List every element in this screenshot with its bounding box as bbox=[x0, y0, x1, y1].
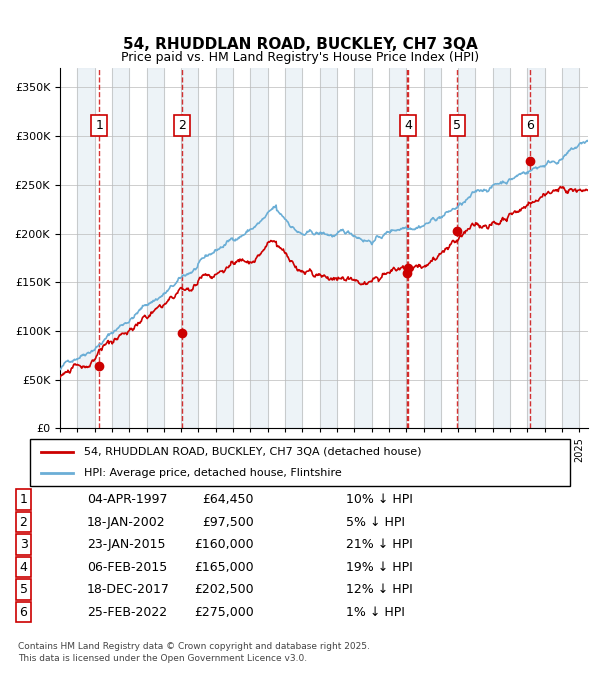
Text: 5: 5 bbox=[454, 119, 461, 132]
54, RHUDDLAN ROAD, BUCKLEY, CH7 3QA (detached house) bbox=[393, 267, 400, 275]
Text: 10% ↓ HPI: 10% ↓ HPI bbox=[346, 493, 413, 506]
Text: 54, RHUDDLAN ROAD, BUCKLEY, CH7 3QA (detached house): 54, RHUDDLAN ROAD, BUCKLEY, CH7 3QA (det… bbox=[84, 447, 421, 457]
Bar bbox=[216, 68, 233, 428]
54, RHUDDLAN ROAD, BUCKLEY, CH7 3QA (detached house) bbox=[377, 275, 384, 283]
Bar bbox=[389, 68, 406, 428]
Bar bbox=[493, 68, 510, 428]
Bar bbox=[77, 68, 95, 428]
Text: £160,000: £160,000 bbox=[194, 538, 254, 551]
Text: 4: 4 bbox=[404, 119, 412, 132]
Text: 04-APR-1997: 04-APR-1997 bbox=[87, 493, 167, 506]
Text: 18-JAN-2002: 18-JAN-2002 bbox=[87, 515, 166, 528]
Bar bbox=[354, 68, 371, 428]
Text: 2: 2 bbox=[20, 515, 28, 528]
Text: 4: 4 bbox=[20, 561, 28, 574]
Text: 25-FEB-2022: 25-FEB-2022 bbox=[87, 606, 167, 619]
Text: Price paid vs. HM Land Registry's House Price Index (HPI): Price paid vs. HM Land Registry's House … bbox=[121, 51, 479, 65]
HPI: Average price, detached house, Flintshire: (2e+03, 6.04e+04): Average price, detached house, Flintshir… bbox=[56, 365, 64, 373]
HPI: Average price, detached house, Flintshire: (2.03e+03, 2.96e+05): Average price, detached house, Flintshir… bbox=[584, 137, 591, 145]
Text: 19% ↓ HPI: 19% ↓ HPI bbox=[346, 561, 413, 574]
Text: 1% ↓ HPI: 1% ↓ HPI bbox=[346, 606, 405, 619]
HPI: Average price, detached house, Flintshire: (2.03e+03, 2.95e+05): Average price, detached house, Flintshir… bbox=[584, 137, 592, 146]
54, RHUDDLAN ROAD, BUCKLEY, CH7 3QA (detached house) bbox=[557, 182, 564, 190]
HPI: Average price, detached house, Flintshire: (2.01e+03, 2.03e+05): Average price, detached house, Flintshir… bbox=[393, 226, 400, 235]
Text: £165,000: £165,000 bbox=[194, 561, 254, 574]
Text: 21% ↓ HPI: 21% ↓ HPI bbox=[346, 538, 413, 551]
Text: 3: 3 bbox=[20, 538, 28, 551]
Bar bbox=[112, 68, 129, 428]
HPI: Average price, detached house, Flintshire: (2.02e+03, 2.31e+05): Average price, detached house, Flintshir… bbox=[457, 199, 464, 207]
Text: 6: 6 bbox=[20, 606, 28, 619]
Text: 18-DEC-2017: 18-DEC-2017 bbox=[87, 583, 170, 596]
Text: 5: 5 bbox=[20, 583, 28, 596]
Bar bbox=[146, 68, 164, 428]
54, RHUDDLAN ROAD, BUCKLEY, CH7 3QA (detached house) bbox=[511, 207, 518, 215]
Text: 12% ↓ HPI: 12% ↓ HPI bbox=[346, 583, 413, 596]
Text: This data is licensed under the Open Government Licence v3.0.: This data is licensed under the Open Gov… bbox=[18, 654, 307, 663]
Text: 5% ↓ HPI: 5% ↓ HPI bbox=[346, 515, 405, 528]
Text: 2: 2 bbox=[178, 119, 186, 132]
HPI: Average price, detached house, Flintshire: (2e+03, 7.9e+04): Average price, detached house, Flintshir… bbox=[89, 347, 96, 356]
54, RHUDDLAN ROAD, BUCKLEY, CH7 3QA (detached house) bbox=[363, 279, 370, 288]
Text: Contains HM Land Registry data © Crown copyright and database right 2025.: Contains HM Land Registry data © Crown c… bbox=[18, 643, 370, 651]
Text: 6: 6 bbox=[526, 119, 534, 132]
Bar bbox=[424, 68, 441, 428]
Bar bbox=[181, 68, 199, 428]
Text: £64,450: £64,450 bbox=[202, 493, 254, 506]
Bar bbox=[285, 68, 302, 428]
54, RHUDDLAN ROAD, BUCKLEY, CH7 3QA (detached house) bbox=[457, 231, 464, 239]
54, RHUDDLAN ROAD, BUCKLEY, CH7 3QA (detached house) bbox=[89, 356, 96, 364]
HPI: Average price, detached house, Flintshire: (2.01e+03, 1.96e+05): Average price, detached house, Flintshir… bbox=[377, 234, 384, 242]
Bar bbox=[458, 68, 475, 428]
Text: 1: 1 bbox=[20, 493, 28, 506]
Text: £275,000: £275,000 bbox=[194, 606, 254, 619]
FancyBboxPatch shape bbox=[30, 439, 570, 486]
Bar bbox=[320, 68, 337, 428]
Text: 1: 1 bbox=[95, 119, 103, 132]
Text: 54, RHUDDLAN ROAD, BUCKLEY, CH7 3QA: 54, RHUDDLAN ROAD, BUCKLEY, CH7 3QA bbox=[122, 37, 478, 52]
Text: £97,500: £97,500 bbox=[202, 515, 254, 528]
Bar bbox=[527, 68, 545, 428]
Bar bbox=[250, 68, 268, 428]
Text: 23-JAN-2015: 23-JAN-2015 bbox=[87, 538, 166, 551]
HPI: Average price, detached house, Flintshire: (2.02e+03, 2.58e+05): Average price, detached house, Flintshir… bbox=[511, 173, 518, 182]
Bar bbox=[562, 68, 580, 428]
54, RHUDDLAN ROAD, BUCKLEY, CH7 3QA (detached house) bbox=[584, 186, 592, 194]
HPI: Average price, detached house, Flintshire: (2.01e+03, 1.92e+05): Average price, detached house, Flintshir… bbox=[363, 237, 370, 245]
Text: 06-FEB-2015: 06-FEB-2015 bbox=[87, 561, 167, 574]
Line: 54, RHUDDLAN ROAD, BUCKLEY, CH7 3QA (detached house): 54, RHUDDLAN ROAD, BUCKLEY, CH7 3QA (det… bbox=[60, 186, 588, 377]
Line: HPI: Average price, detached house, Flintshire: HPI: Average price, detached house, Flin… bbox=[60, 141, 588, 369]
Text: £202,500: £202,500 bbox=[194, 583, 254, 596]
Text: HPI: Average price, detached house, Flintshire: HPI: Average price, detached house, Flin… bbox=[84, 468, 342, 478]
54, RHUDDLAN ROAD, BUCKLEY, CH7 3QA (detached house) bbox=[56, 373, 64, 381]
